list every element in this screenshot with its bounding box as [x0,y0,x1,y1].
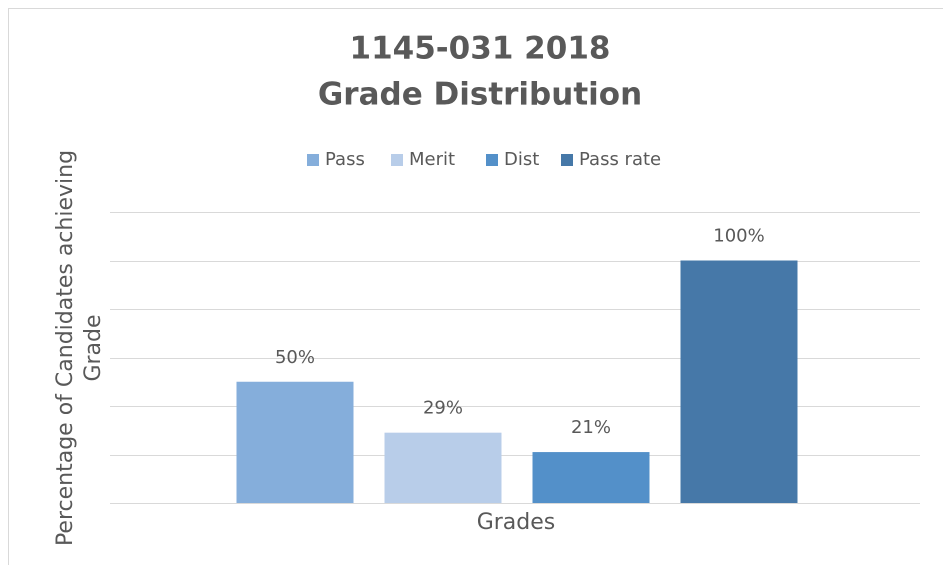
bar [680,260,798,503]
data-label: 100% [713,226,764,247]
bar [384,432,502,503]
legend-swatch [561,154,573,166]
bar [532,452,650,503]
x-axis-title: Grades [477,510,556,535]
legend-label: Pass rate [579,149,661,170]
data-label: 50% [275,347,315,368]
chart-border [8,8,943,565]
chart-title: 1145-031 2018 [350,31,611,67]
data-label: 29% [423,398,463,419]
legend-label: Dist [504,149,539,170]
data-label: 21% [571,417,611,438]
legend-swatch [486,154,498,166]
legend-swatch [391,154,403,166]
legend-swatch [307,154,319,166]
legend-label: Pass [325,149,365,170]
legend-label: Merit [409,149,455,170]
y-axis-title: Percentage of Candidates achieving Grade [53,150,106,546]
y-axis-title-line: Grade [81,314,106,381]
y-axis-title-line: Percentage of Candidates achieving [53,150,78,546]
chart-title: Grade Distribution [318,77,642,113]
bar [236,381,354,503]
